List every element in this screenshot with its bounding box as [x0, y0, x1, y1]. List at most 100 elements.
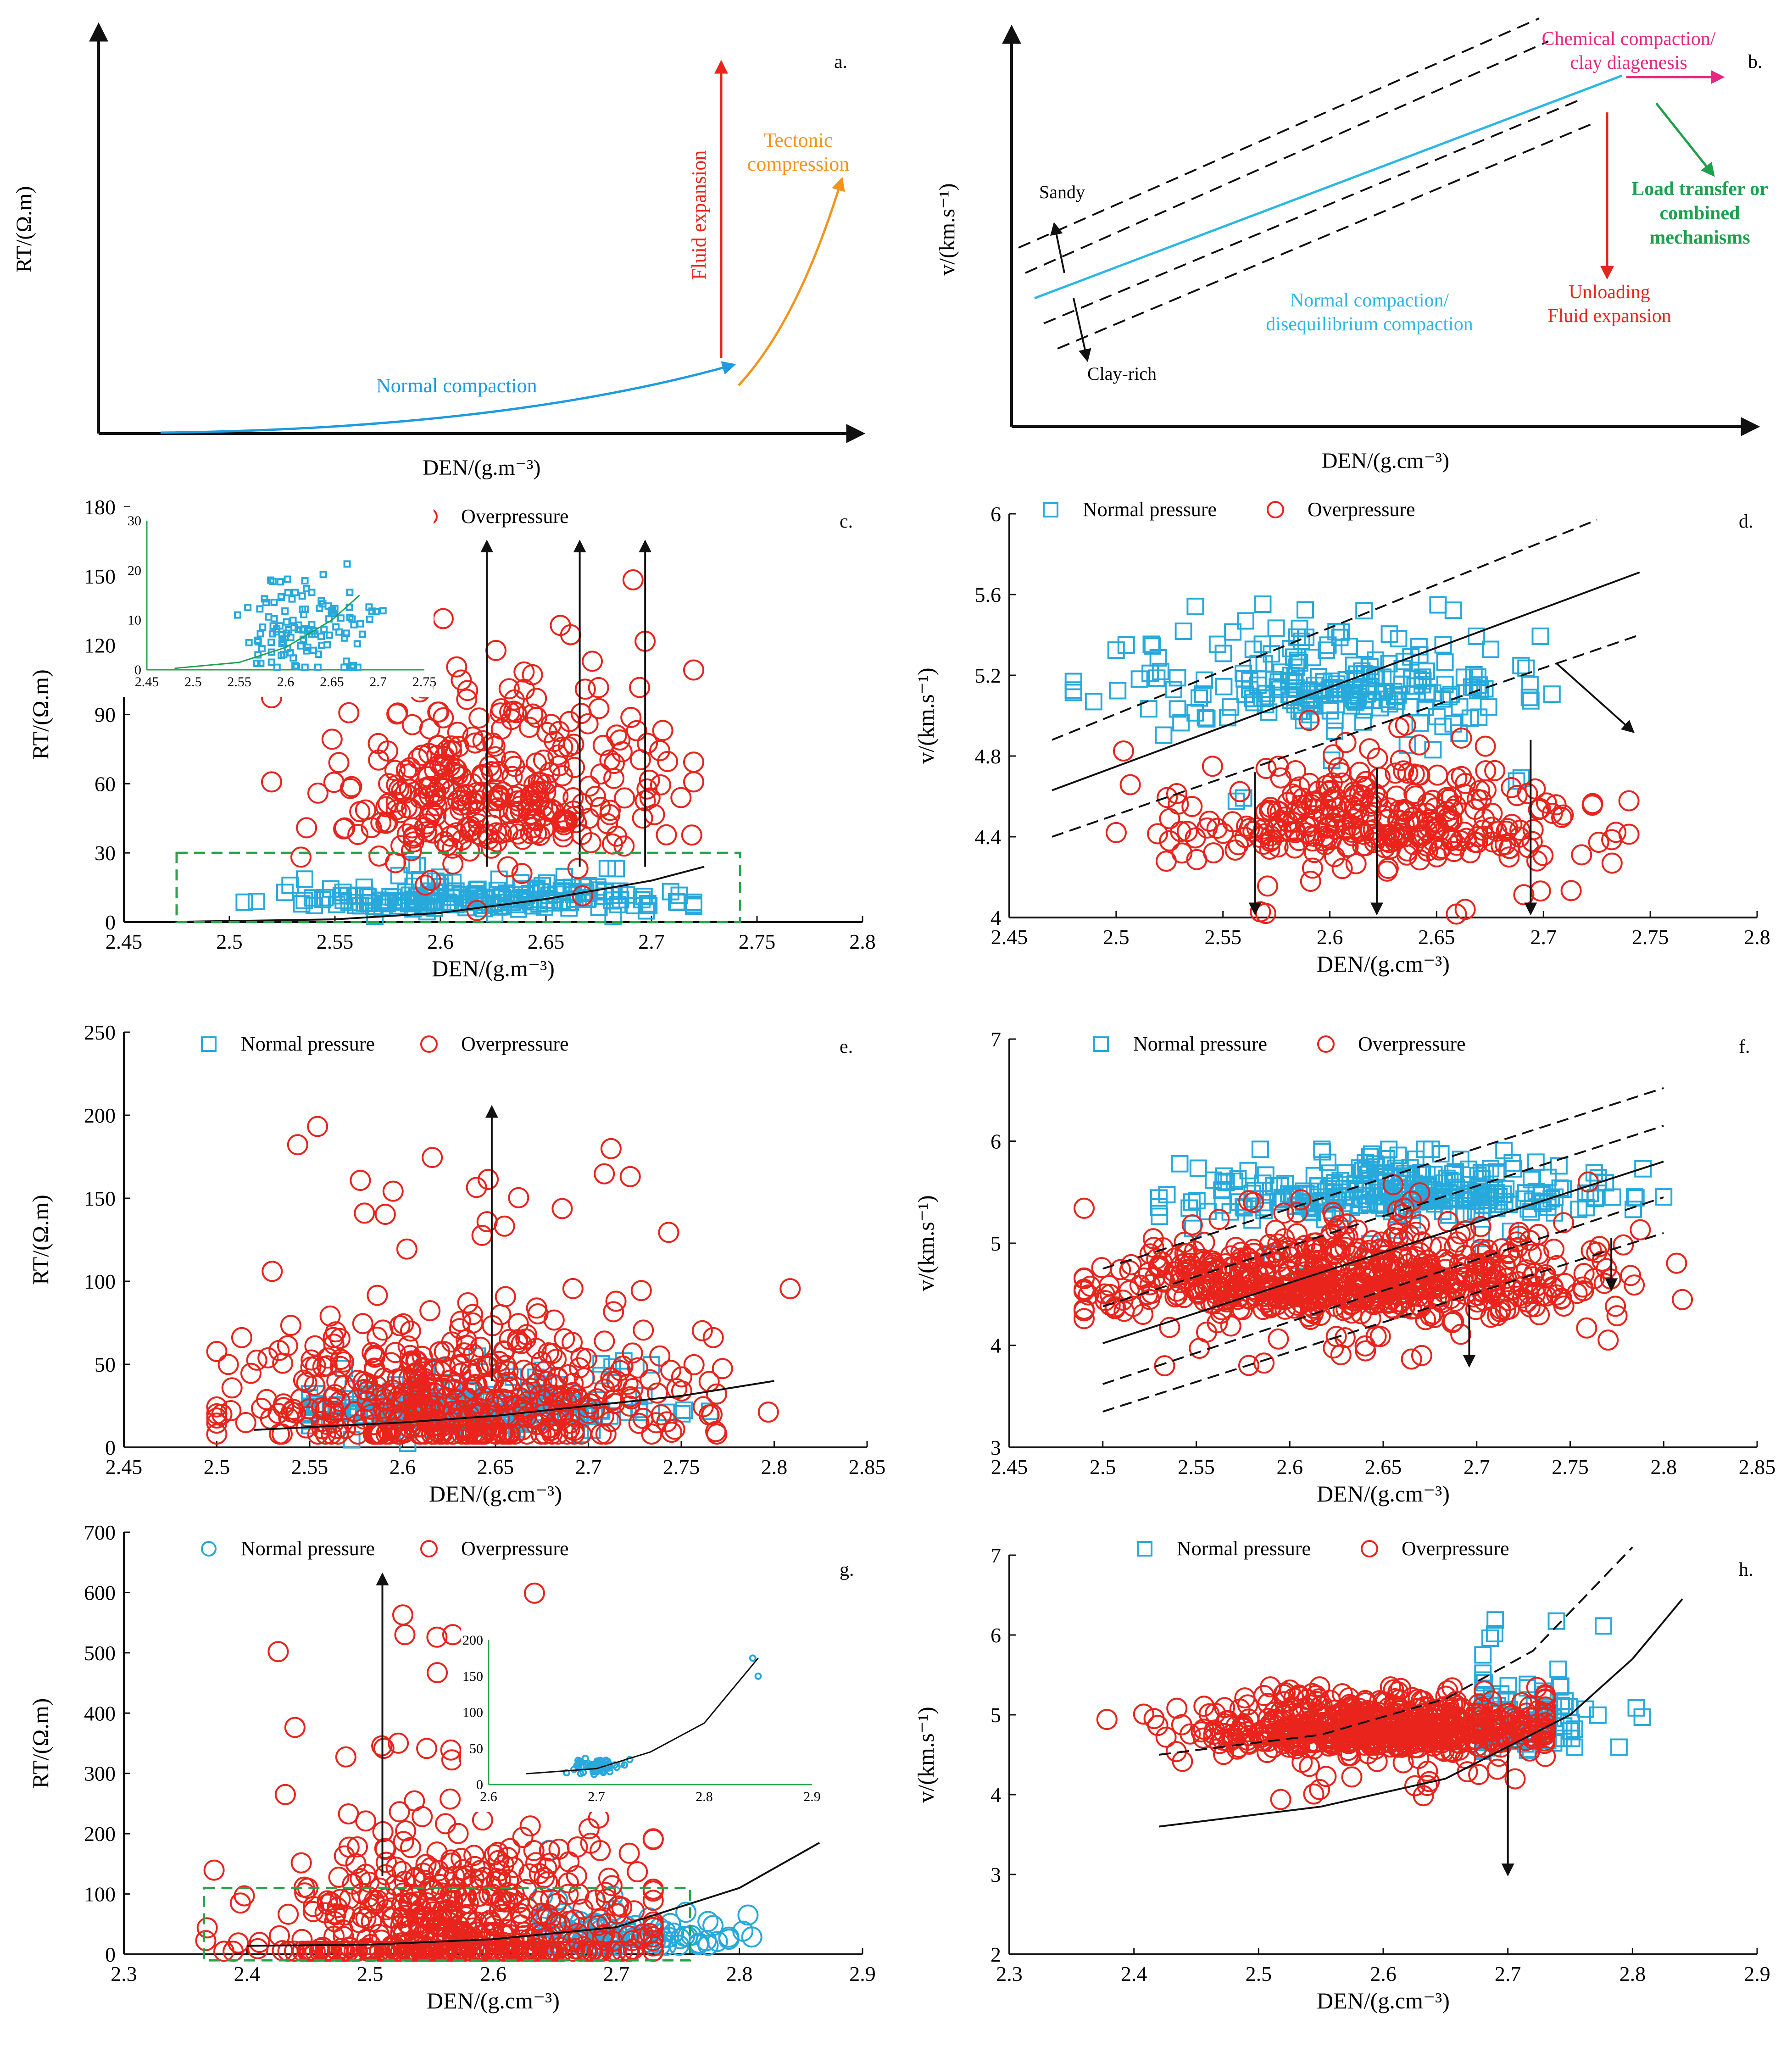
overpressure-point	[427, 1916, 449, 1937]
normal-pressure-point	[1130, 670, 1148, 688]
overpressure-point	[451, 669, 472, 691]
overpressure-point	[1330, 796, 1352, 818]
overpressure-point	[220, 1400, 242, 1421]
overpressure-point	[516, 1424, 538, 1445]
overpressure-point	[1166, 1280, 1188, 1302]
overpressure-point	[231, 1327, 252, 1348]
overpressure-point	[1313, 804, 1334, 825]
panel-e-label: e.	[840, 1036, 853, 1057]
inset-point	[590, 1770, 598, 1778]
normal-pressure-point	[1237, 612, 1254, 630]
inset-point	[316, 604, 323, 612]
overpressure-point	[329, 1328, 351, 1349]
inset-point	[303, 584, 310, 592]
overpressure-point	[529, 825, 551, 846]
overpressure-point	[1074, 1197, 1095, 1219]
overpressure-point	[1211, 1299, 1232, 1320]
normal-pressure-point	[1380, 625, 1398, 643]
overpressure-point	[278, 1903, 299, 1925]
normal-pressure-point	[1271, 680, 1289, 698]
overpressure-point	[1408, 734, 1430, 756]
normal-pressure-point	[293, 895, 311, 913]
panel-e-ylabel: RT/(Ω.m)	[28, 1195, 53, 1285]
x-tick-label: 2.5	[1246, 1962, 1272, 1985]
x-tick-label: 2.7	[603, 1962, 630, 1985]
overpressure-point	[326, 1370, 348, 1392]
overpressure-point	[1240, 1251, 1261, 1273]
normal-pressure-point	[1390, 630, 1408, 648]
overpressure-point	[451, 766, 473, 788]
normal-pressure-point	[1527, 1183, 1545, 1201]
overpressure-point	[642, 1926, 664, 1947]
y-tick-label: 6	[991, 1130, 1001, 1153]
inset-point	[354, 663, 362, 671]
legend-normal-label: Normal pressure	[1133, 1033, 1267, 1055]
normal-pressure-point	[1285, 648, 1302, 666]
overpressure-point	[1159, 1317, 1180, 1338]
overpressure-point	[392, 1882, 414, 1904]
overpressure-point	[354, 1202, 375, 1224]
overpressure-point	[522, 703, 544, 725]
normal-pressure-point	[1610, 1738, 1628, 1756]
legend-normal-label: Normal pressure	[241, 1033, 375, 1055]
normal-pressure-point	[1595, 1617, 1612, 1635]
normal-pressure-point	[502, 890, 520, 908]
overpressure-point	[488, 1850, 509, 1871]
overpressure-point	[1503, 1708, 1525, 1729]
overpressure-point	[539, 1840, 560, 1862]
overpressure-point	[392, 1604, 413, 1626]
normal-pressure-point	[1165, 681, 1182, 699]
normal-pressure-point	[1442, 685, 1460, 703]
overpressure-point	[323, 1387, 344, 1408]
overpressure-point	[426, 1626, 448, 1648]
panel-g: 2.3 2.4 2.5 2.6 2.7 2.8 2.90100200300400500600…	[28, 1521, 876, 2013]
x-tick-label: 2.8	[1651, 1455, 1677, 1479]
normal-pressure-point	[1504, 1160, 1522, 1178]
inset-point	[269, 578, 277, 585]
y-tick-label: 0	[105, 1436, 116, 1459]
inset-y-tick-label: 50	[469, 1741, 483, 1756]
overpressure-point	[1338, 1287, 1359, 1309]
y-tick-label: 3	[991, 1863, 1001, 1886]
normal-pressure-point	[1236, 685, 1254, 703]
overpressure-point	[1418, 809, 1439, 830]
overpressure-point	[1142, 1228, 1164, 1250]
normal-pressure-point	[1117, 636, 1135, 654]
overpressure-point	[1345, 853, 1367, 874]
overpressure-point	[388, 1732, 409, 1754]
normal-pressure-point	[1361, 1195, 1379, 1213]
overpressure-point	[660, 1360, 681, 1381]
normal-compaction-label: Normal compaction	[376, 374, 537, 397]
overpressure-point	[1446, 903, 1467, 925]
overpressure-point	[425, 1395, 446, 1416]
overpressure-point	[650, 774, 671, 795]
overpressure-point	[1262, 1279, 1283, 1301]
overpressure-point	[1312, 830, 1334, 851]
inset-x-tick-label: 2.6	[277, 674, 295, 690]
overpressure-point	[537, 1384, 559, 1405]
overpressure-point	[1410, 1296, 1431, 1318]
inset-point	[288, 595, 296, 603]
overpressure-point	[416, 1738, 438, 1759]
overpressure-point	[423, 1360, 445, 1381]
overpressure-point	[393, 1313, 414, 1335]
clay-label: Clay-rich	[1087, 363, 1157, 384]
overpressure-point	[380, 1937, 402, 1958]
overpressure-point	[1387, 1735, 1408, 1757]
overpressure-point	[1273, 1202, 1295, 1224]
y-tick-label: 6	[991, 502, 1001, 526]
overpressure-point	[374, 1204, 396, 1225]
normal-pressure-point	[1554, 1180, 1572, 1198]
x-tick-label: 2.55	[1178, 1455, 1215, 1479]
x-tick-label: 2.8	[1744, 925, 1770, 949]
overpressure-point	[487, 797, 509, 819]
overpressure-point	[539, 762, 561, 784]
normal-pressure-point	[1465, 678, 1482, 696]
overpressure-point	[323, 1401, 345, 1422]
overpressure-point	[1184, 1279, 1206, 1300]
overpressure-point	[1448, 1262, 1469, 1283]
overpressure-point	[1281, 811, 1303, 833]
overpressure-point	[545, 1349, 567, 1370]
overpressure-point	[545, 1410, 567, 1431]
